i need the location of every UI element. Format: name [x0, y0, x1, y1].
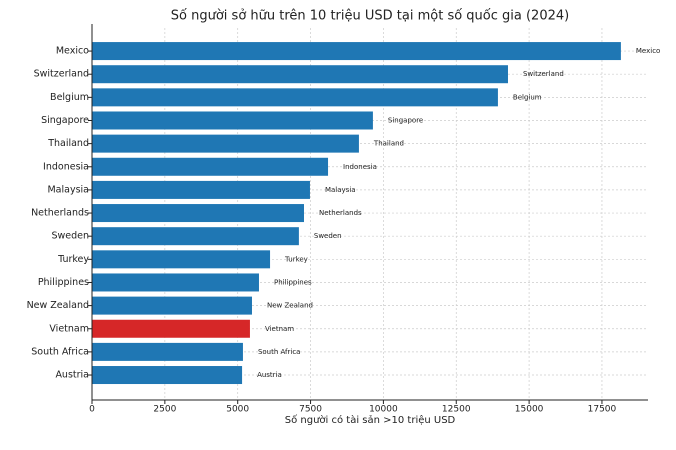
bar	[92, 227, 299, 246]
y-tick-label: Thailand	[47, 138, 89, 149]
bar	[92, 180, 310, 199]
x-tick-label: 17500	[588, 405, 617, 415]
bar-label: Sweden	[314, 232, 342, 240]
bar	[92, 157, 329, 176]
bar-label: Switzerland	[523, 70, 564, 78]
y-tick-label: Mexico	[56, 46, 89, 57]
y-tick-label: Vietnam	[49, 323, 89, 334]
x-tick-label: 0	[89, 405, 95, 415]
bar-label: Belgium	[513, 93, 542, 101]
bar-label: Mexico	[636, 47, 660, 55]
bar	[92, 273, 259, 292]
bar	[92, 134, 359, 153]
bar-label: Malaysia	[325, 186, 356, 194]
bar-label: Vietnam	[265, 325, 294, 333]
y-tick-label: Netherlands	[31, 208, 89, 219]
bar	[92, 319, 250, 338]
x-tick-label: 2500	[153, 405, 176, 415]
bar	[92, 65, 508, 84]
bar-label: Netherlands	[319, 209, 362, 217]
chart-title: Số người sở hữu trên 10 triệu USD tại mộ…	[171, 9, 569, 24]
bar	[92, 88, 498, 107]
x-tick-label: 15000	[515, 405, 544, 415]
bar	[92, 342, 243, 361]
y-tick-label: Belgium	[50, 92, 89, 103]
bar-label: South Africa	[258, 348, 301, 356]
bar	[92, 366, 243, 385]
y-tick-label: Sweden	[51, 231, 89, 242]
bar	[92, 296, 252, 315]
y-tick-label: South Africa	[31, 346, 89, 357]
bar-label: Thailand	[373, 140, 404, 148]
y-tick-label: Turkey	[57, 254, 89, 265]
x-tick-label: 7500	[299, 405, 322, 415]
bar-label: Philippines	[274, 278, 312, 286]
bar-label: Indonesia	[343, 163, 377, 171]
x-tick-label: 10000	[369, 405, 398, 415]
y-tick-label: Austria	[55, 370, 89, 381]
x-tick-label: 5000	[226, 405, 249, 415]
bar-label: Turkey	[284, 255, 308, 263]
bar-label: Singapore	[388, 116, 423, 124]
x-axis-label: Số người có tài sản >10 triệu USD	[285, 414, 456, 426]
bar	[92, 250, 271, 269]
bar	[92, 42, 621, 61]
bar	[92, 111, 373, 130]
bar-label: New Zealand	[267, 302, 313, 310]
y-tick-label: New Zealand	[27, 300, 89, 311]
y-tick-label: Switzerland	[34, 69, 89, 80]
bar	[92, 204, 304, 223]
bar-label: Austria	[257, 371, 282, 379]
x-tick-label: 12500	[442, 405, 471, 415]
y-tick-label: Singapore	[41, 115, 89, 126]
y-tick-label: Philippines	[38, 277, 89, 288]
y-tick-label: Malaysia	[47, 184, 89, 195]
y-tick-label: Indonesia	[43, 161, 89, 172]
